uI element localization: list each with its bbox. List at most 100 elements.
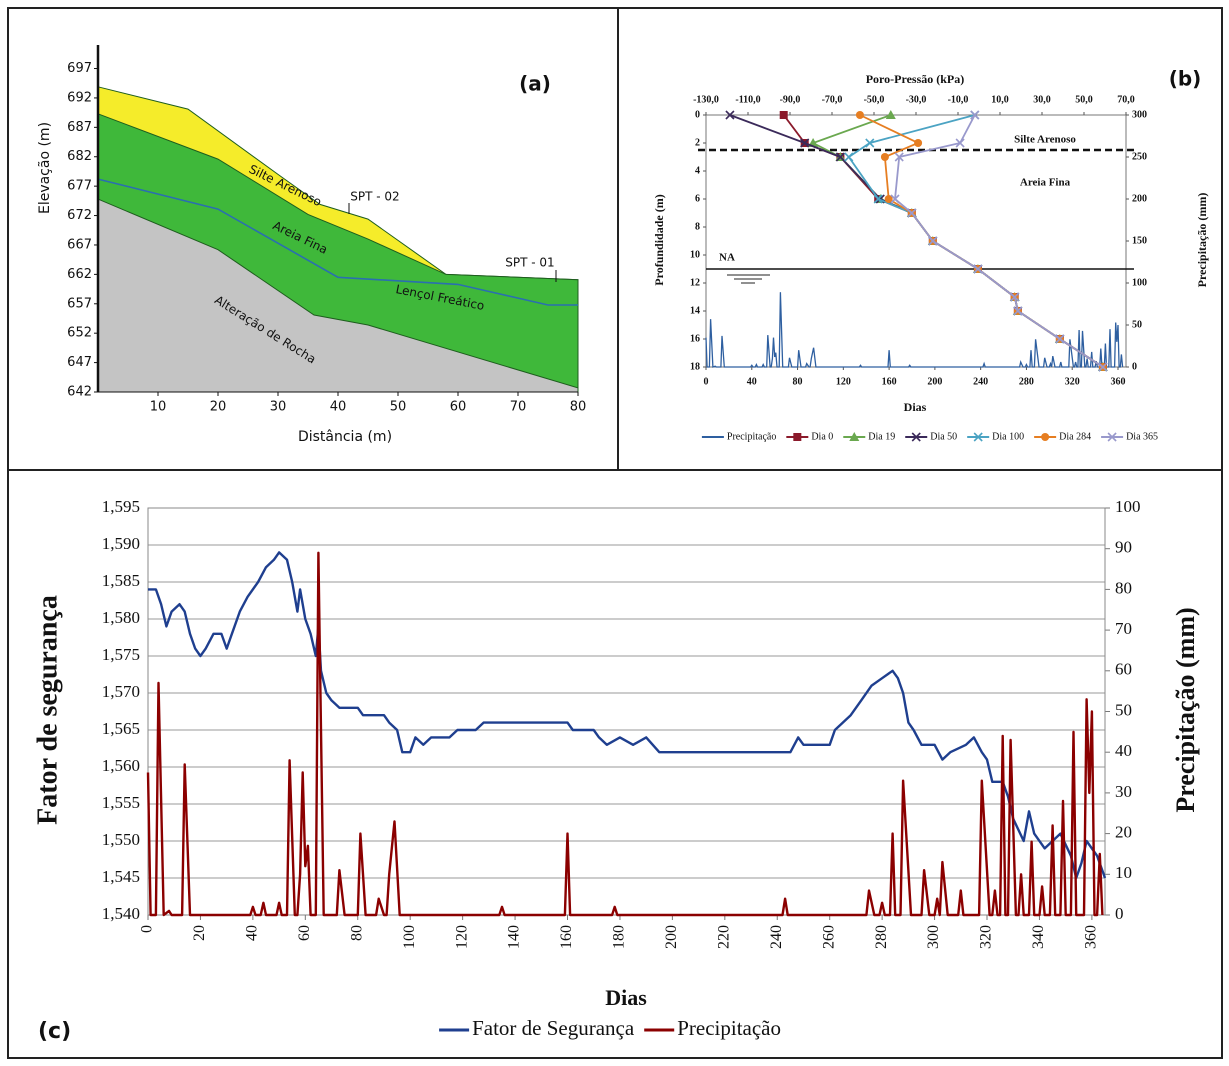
y-tick-label: 692	[67, 90, 92, 105]
y2-tick-label: 90	[1115, 538, 1132, 557]
y2-axis-title: Precipitação (mm)	[1195, 193, 1209, 288]
y-axis-title: Profundidade (m)	[652, 194, 666, 285]
y2-tick-label: 0	[1115, 904, 1124, 923]
x-tick-label: 80	[348, 925, 365, 941]
y2-axis-title: Precipitação (mm)	[1171, 607, 1200, 812]
y2-tick-label: 40	[1115, 741, 1132, 760]
marker	[1098, 362, 1108, 372]
x-tick-label: 360	[1083, 925, 1100, 949]
marker	[907, 208, 917, 218]
x-tick-label: 320	[1065, 376, 1080, 387]
y-tick-label: 657	[67, 296, 92, 311]
legend-label: Precipitação	[677, 1016, 781, 1040]
x-tick-label: 140	[506, 925, 523, 949]
marker	[885, 110, 896, 119]
marker	[894, 152, 904, 162]
marker	[973, 432, 983, 442]
y-tick-label: 12	[690, 277, 700, 288]
marker	[973, 264, 983, 274]
y-tick-label: 682	[67, 149, 92, 164]
marker	[911, 432, 921, 442]
x-tick-label: 60	[296, 925, 313, 941]
x-tick-label: 260	[820, 925, 837, 949]
y-tick-label: 677	[67, 179, 92, 194]
y-tick-label: 18	[690, 361, 700, 372]
x-axis-title: Distância (m)	[298, 429, 392, 445]
x-tick-label: 60	[450, 400, 467, 415]
y-tick-label: 10	[690, 249, 700, 260]
legend-label: Dia 284	[1059, 431, 1091, 442]
marker	[855, 111, 864, 119]
x2-tick-label: -10,0	[948, 94, 969, 105]
marker	[890, 194, 900, 204]
panel-a: 642 647 652 657 662 667 672 677 682 687 692 697 10 20…	[67, 45, 586, 415]
marker	[884, 195, 893, 203]
marker	[865, 138, 875, 148]
x-tick-label: 200	[663, 925, 680, 949]
marker	[800, 138, 810, 148]
y-tick-label: 1,555	[102, 793, 140, 812]
legend: Precipitação Dia 0 Dia 19 Dia 50 Dia 100 Dia …	[701, 431, 1158, 442]
y2-tick-label: 20	[1115, 823, 1132, 842]
series-line	[148, 551, 1107, 880]
x-tick-label: 120	[453, 925, 470, 949]
marker	[955, 138, 965, 148]
x2-tick-label: -90,0	[780, 94, 801, 105]
y-tick-label: 1,595	[102, 497, 140, 516]
x-tick-label: 280	[873, 925, 890, 949]
y-tick-label: 1,560	[102, 756, 140, 775]
marker	[1013, 306, 1023, 316]
x-axis-title: Dias	[904, 400, 927, 414]
annotation: Silte Arenoso	[1014, 134, 1076, 146]
x-tick-label: 320	[978, 925, 995, 949]
annotation: NA	[719, 252, 735, 264]
y-tick-label: 667	[67, 237, 92, 252]
y-tick-label: 662	[67, 267, 92, 282]
x-tick-label: 40	[747, 376, 757, 387]
series-line	[146, 551, 1104, 917]
x-tick-label: 220	[715, 925, 732, 949]
marker	[793, 433, 802, 441]
x2-tick-label: -50,0	[864, 94, 885, 105]
x-tick-label: 240	[973, 376, 988, 387]
y2-tick-label: 50	[1132, 319, 1142, 330]
y-axis-title: Elevação (m)	[37, 122, 53, 214]
x-tick-label: 0	[704, 376, 709, 387]
legend-label: Dia 50	[930, 431, 957, 442]
y-tick-label: 1,550	[102, 830, 140, 849]
marker	[1010, 292, 1020, 302]
y-tick-label: 1,540	[102, 904, 140, 923]
x2-tick-label: -130,0	[693, 94, 719, 105]
y-tick-label: 1,565	[102, 719, 140, 738]
y2-tick-label: 100	[1115, 497, 1141, 516]
y-tick-label: 0	[695, 109, 700, 120]
marker	[779, 111, 788, 119]
marker	[1107, 432, 1117, 442]
x-tick-label: 0	[139, 925, 156, 933]
y-tick-label: 1,580	[102, 608, 140, 627]
x-tick-label: 40	[244, 925, 261, 941]
y-tick-label: 687	[67, 120, 92, 135]
x2-axis-title: Poro-Pressão (kPa)	[866, 72, 965, 86]
water-table-line	[97, 178, 578, 306]
x-axis-title: Dias	[605, 985, 647, 1010]
y-tick-label: 652	[67, 326, 92, 341]
marker	[849, 432, 860, 441]
marker	[928, 236, 938, 246]
x-tick-label: 160	[558, 925, 575, 949]
x-tick-label: 20	[191, 925, 208, 941]
x-tick-label: 300	[925, 925, 942, 949]
x-tick-label: 80	[793, 376, 803, 387]
y-axis-title: Fator de segurança	[32, 595, 63, 825]
y2-tick-label: 0	[1132, 361, 1137, 372]
panel-label: (a)	[519, 72, 551, 96]
y2-tick-label: 150	[1132, 235, 1147, 246]
x2-tick-label: -70,0	[822, 94, 843, 105]
marker	[844, 152, 854, 162]
y-tick-label: 6	[695, 193, 700, 204]
y2-tick-label: 70	[1115, 619, 1132, 638]
x-tick-label: 240	[768, 925, 785, 949]
legend-label: Dia 19	[868, 431, 895, 442]
marker	[1055, 334, 1065, 344]
